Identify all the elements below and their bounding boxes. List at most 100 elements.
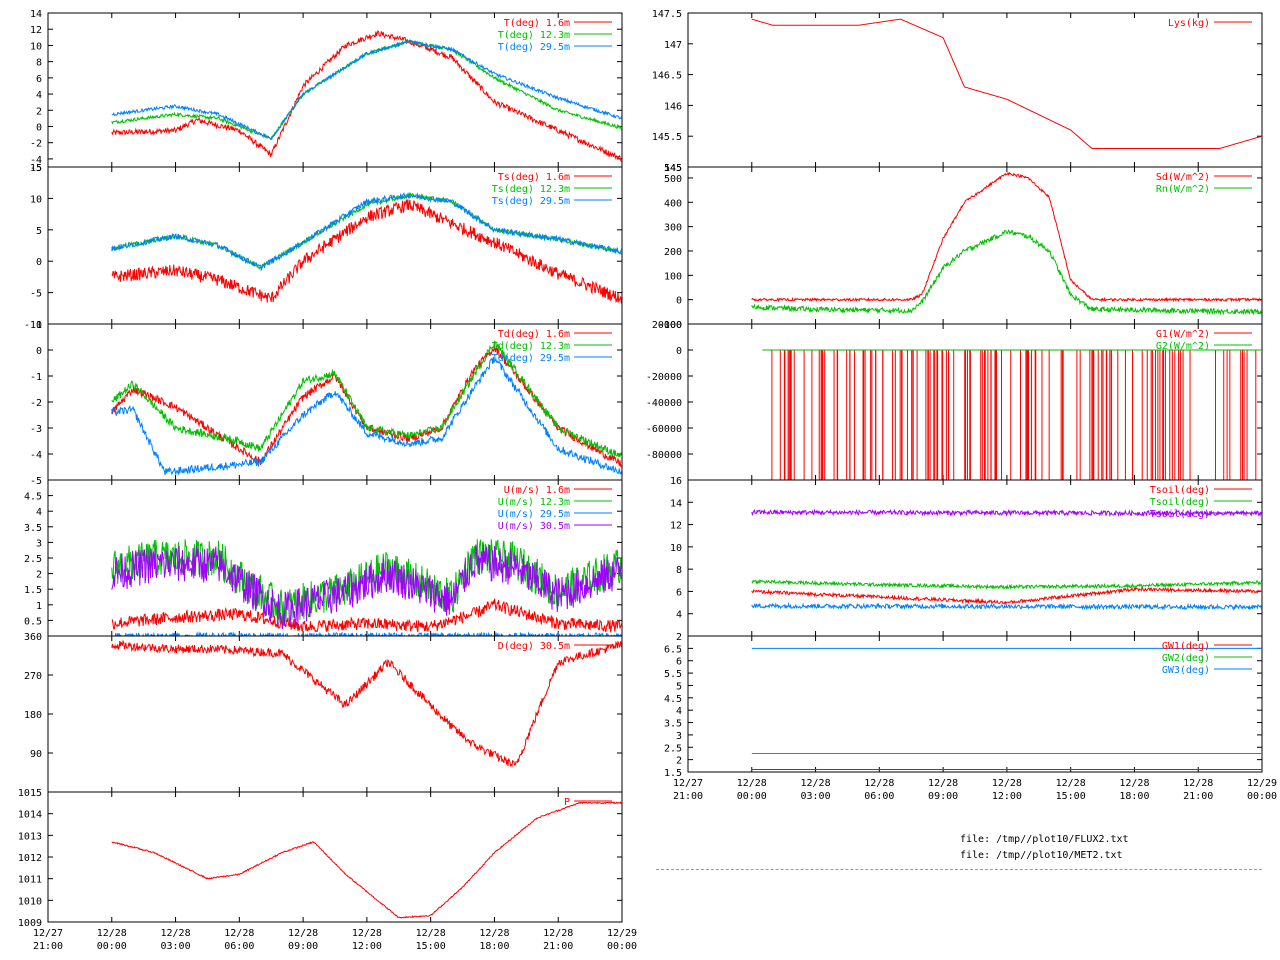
y-tick-label: -3 [30,424,42,435]
y-tick-label: 3 [676,731,682,742]
legend-label: G1(W/m^2) [1156,329,1210,340]
x-tick-label: 12/29 [1247,778,1277,789]
y-tick-label: 0 [36,122,42,133]
y-tick-label: -1 [30,372,42,383]
y-tick-label: -40000 [646,398,682,409]
y-tick-label: 4 [36,90,42,101]
plot-area [111,191,622,305]
panel-air-temperature: 14 12 10 8 6 4 2 0 -2 -4-5 T(deg) 1.6mT(deg) 12.3m… [30,9,623,174]
x-tick-label: 06:00 [224,941,254,952]
y-tick-label: 20000 [652,320,682,331]
x-tick-label: 12/28 [992,778,1022,789]
y-tick-label: 8 [36,58,42,69]
panel-frame [47,791,623,923]
y-tick-label: -4 [30,155,42,166]
x-tick-label: 12/28 [864,778,894,789]
y-tick-label: 147 [664,40,682,51]
x-tick-label: 21:00 [1183,791,1213,802]
y-tick-label: 200 [664,247,682,258]
y-tick-label: 146.5 [652,71,682,82]
y-tick-label: 5 [36,226,42,237]
x-tick-label: 18:00 [479,941,509,952]
y-tick-label: 2 [676,632,682,643]
y-tick-label: 10 [670,543,682,554]
y-tick-label: 15 [30,163,42,174]
plot-area [111,29,622,163]
y-tick-label: 6 [676,587,682,598]
y-tick-label: 1.5 [664,768,682,779]
plot-area [751,171,1262,316]
y-tick-label: 0 [676,296,682,307]
legend-label: T(deg) 29.5m [498,42,570,53]
x-tick-label: 12/27 [673,778,703,789]
legend-label: GW1(deg) [1162,641,1210,652]
x-tick-label: 00:00 [607,941,637,952]
y-tick-label: -5 [30,476,42,487]
series-line [111,345,622,468]
x-tick-label: 12/28 [737,778,767,789]
y-tick-label: 1.5 [24,585,42,596]
y-tick-label: 4 [676,610,682,621]
series-line [111,192,622,272]
y-tick-label: -5 [30,289,42,300]
series-line [111,544,622,629]
y-tick-label: 3.5 [664,719,682,730]
x-tick-label: 00:00 [97,941,127,952]
legend-label: U(m/s) 30.5m [498,521,570,532]
series-line [751,18,1262,149]
x-tick-label: 12/28 [1056,778,1086,789]
y-tick-label: 4 [36,507,42,518]
y-tick-label: 0 [676,346,682,357]
panel-wind-speed: 4.5 4 3.5 3 2.5 2 1.5 1 0.5 U(m/s) 1.6mU(m/s) 12.… [24,479,623,637]
series-line [111,340,622,458]
x-tick-label: 12/28 [97,928,127,939]
legend-label: Ts(deg) 1.6m [498,172,570,183]
plot-area [751,18,1262,149]
y-tick-label: 1 [36,601,42,612]
x-tick-label: 12/28 [479,928,509,939]
series-line [751,171,1262,303]
y-tick-label: -4 [30,450,42,461]
x-tick-label: 09:00 [288,941,318,952]
y-tick-label: 0 [36,346,42,357]
series-line [114,631,622,636]
x-tick-label: 15:00 [1056,791,1086,802]
y-tick-label: 300 [664,223,682,234]
series-line [111,539,622,626]
y-tick-label: 147.5 [652,9,682,20]
legend-label: Ts(deg) 12.3m [492,184,570,195]
panel-lysimeter: 147.5 147 146.5 146 145.5 145 Lys(kg) [652,9,1263,174]
legend-label: T(deg) 1.6m [504,18,570,29]
x-tick-label: 12:00 [992,791,1022,802]
y-tick-label: 2 [36,570,42,581]
legend-label: Tsoil(deg) [1150,509,1210,520]
series-line [751,508,1262,518]
plot-area [111,639,622,768]
legend-label: U(m/s) 12.3m [498,497,570,508]
legend-label: Tsoil(deg) [1150,485,1210,496]
y-tick-label: 2.5 [24,554,42,565]
y-tick-label: -60000 [646,424,682,435]
y-tick-label: 545 [664,163,682,174]
x-tick-label: 12:00 [352,941,382,952]
x-tick-label: 15:00 [416,941,446,952]
plot-area [111,539,622,636]
series-line [111,801,622,919]
y-tick-label: 2 [676,756,682,767]
file-label-met: file: /tmp//plot10/MET2.txt [960,850,1123,861]
x-tick-label: 12/28 [801,778,831,789]
x-tick-label: 12/28 [1119,778,1149,789]
plot-area [762,349,1262,480]
x-tick-label: 12/28 [416,928,446,939]
y-tick-label: 2.5 [664,743,682,754]
plot-area [111,340,622,476]
divider-line [656,869,1262,870]
legend-label: P [564,797,570,808]
legend-label: GW3(deg) [1162,665,1210,676]
x-tick-label: 03:00 [161,941,191,952]
y-tick-label: 0 [36,257,42,268]
series-line [111,39,622,141]
legend-label: T(deg) 12.3m [498,30,570,41]
